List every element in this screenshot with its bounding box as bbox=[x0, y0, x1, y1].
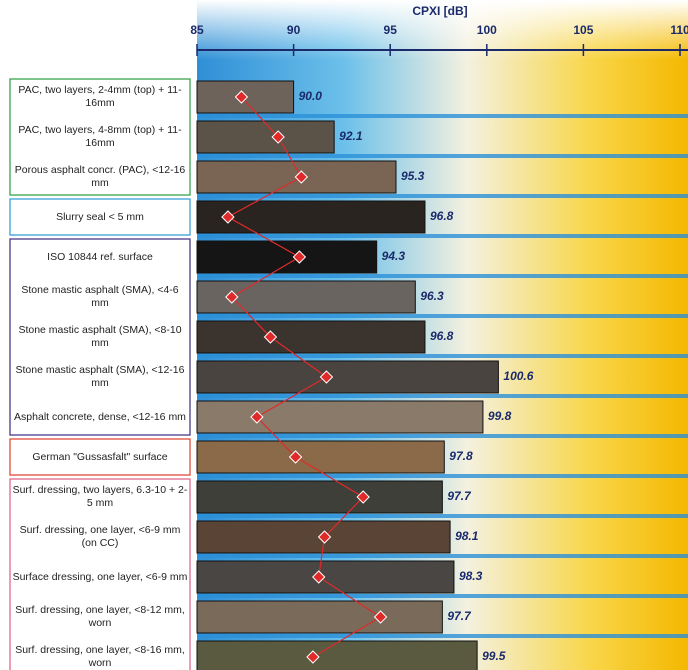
category-label-box: Surf. dressing, one layer, <8-12 mm, wor… bbox=[15, 604, 185, 629]
bar bbox=[196, 480, 443, 514]
category-label: Surf. dressing, two layers, 6.3-10 + 2-5… bbox=[12, 484, 188, 509]
value-label: 96.3 bbox=[420, 289, 444, 303]
category-label: Surf. dressing, one layer, <8-12 mm, wor… bbox=[15, 604, 185, 629]
category-label: Surface dressing, one layer, <6-9 mm bbox=[12, 570, 188, 583]
category-label: Porous asphalt concr. (PAC), <12-16 mm bbox=[14, 164, 186, 189]
bar bbox=[196, 320, 426, 354]
value-label: 100.6 bbox=[503, 369, 533, 383]
diamond-marker bbox=[263, 330, 278, 344]
diamond-marker bbox=[317, 530, 332, 544]
x-tick-label: 95 bbox=[384, 23, 398, 37]
value-label: 90.0 bbox=[299, 89, 323, 103]
x-tick-label: 85 bbox=[190, 23, 204, 37]
category-label-box: Slurry seal < 5 mm bbox=[56, 210, 144, 223]
category-label: Surf. dressing, one layer, <6-9 mm (on C… bbox=[19, 524, 181, 549]
bar bbox=[196, 240, 378, 274]
diamond-marker bbox=[225, 290, 239, 304]
diamond-marker bbox=[312, 570, 326, 584]
diamond-marker bbox=[250, 410, 264, 424]
category-label-box: Surf. dressing, one layer, <8-16 mm, wor… bbox=[15, 644, 185, 669]
value-label: 96.8 bbox=[430, 329, 454, 343]
x-tick-label: 110 bbox=[670, 23, 688, 37]
category-label: Asphalt concrete, dense, <12-16 mm bbox=[14, 410, 186, 423]
value-label: 92.1 bbox=[339, 129, 363, 143]
diamond-marker bbox=[234, 90, 249, 104]
x-axis-title: CPXI [dB] bbox=[412, 4, 467, 18]
row-strip bbox=[197, 554, 688, 558]
row-strip bbox=[197, 354, 688, 358]
diamond-marker bbox=[288, 450, 303, 464]
category-label-box: Stone mastic asphalt (SMA), <4-6 mm bbox=[21, 284, 179, 309]
x-tick-label: 105 bbox=[573, 23, 593, 37]
row-strip bbox=[197, 394, 688, 398]
value-label: 98.3 bbox=[459, 569, 483, 583]
row-strip bbox=[197, 594, 688, 598]
diamond-marker bbox=[292, 250, 307, 264]
category-label: Surf. dressing, one layer, <8-16 mm, wor… bbox=[15, 644, 185, 669]
bar bbox=[196, 360, 499, 394]
diamond-marker bbox=[319, 370, 334, 384]
group-box bbox=[9, 198, 191, 236]
value-label: 97.7 bbox=[447, 609, 472, 623]
bar bbox=[196, 640, 478, 670]
group-box bbox=[9, 78, 191, 196]
category-label: German "Gussasfalt" surface bbox=[32, 450, 168, 463]
category-label: Stone mastic asphalt (SMA), <12-16 mm bbox=[15, 364, 185, 389]
row-strip bbox=[197, 234, 688, 238]
category-label-box: Asphalt concrete, dense, <12-16 mm bbox=[14, 410, 186, 423]
diamond-marker bbox=[356, 490, 370, 504]
row-strip bbox=[197, 314, 688, 318]
bar bbox=[196, 560, 455, 594]
value-label: 99.8 bbox=[488, 409, 512, 423]
category-label-box: PAC, two layers, 2-4mm (top) + 11-16mm bbox=[18, 84, 182, 109]
category-label-box: Stone mastic asphalt (SMA), <8-10 mm bbox=[18, 324, 182, 349]
x-tick-label: 90 bbox=[287, 23, 301, 37]
row-strip bbox=[197, 194, 688, 198]
category-label: Slurry seal < 5 mm bbox=[56, 210, 144, 223]
diamond-marker bbox=[221, 210, 235, 224]
value-label: 94.3 bbox=[382, 249, 406, 263]
category-label: Stone mastic asphalt (SMA), <4-6 mm bbox=[21, 284, 179, 309]
group-box bbox=[9, 438, 191, 476]
category-label-box: Porous asphalt concr. (PAC), <12-16 mm bbox=[14, 164, 186, 189]
category-label: PAC, two layers, 4-8mm (top) + 11-16mm bbox=[18, 124, 182, 149]
category-label-box: German "Gussasfalt" surface bbox=[32, 450, 168, 463]
value-label: 98.1 bbox=[455, 529, 479, 543]
row-strip bbox=[197, 514, 688, 518]
row-strip bbox=[197, 474, 688, 478]
row-strip bbox=[197, 114, 688, 118]
category-label-box: Surf. dressing, one layer, <6-9 mm (on C… bbox=[19, 524, 181, 549]
diamond-marker bbox=[306, 650, 320, 664]
group-box bbox=[9, 238, 191, 436]
category-label: ISO 10844 ref. surface bbox=[47, 250, 153, 263]
value-label: 99.5 bbox=[482, 649, 506, 663]
category-label-box: Stone mastic asphalt (SMA), <12-16 mm bbox=[15, 364, 185, 389]
row-strip bbox=[197, 154, 688, 158]
bar bbox=[196, 440, 445, 474]
value-label: 95.3 bbox=[401, 169, 425, 183]
diamond-marker bbox=[271, 130, 285, 144]
bar bbox=[196, 120, 335, 154]
bar bbox=[196, 400, 484, 434]
diamond-marker bbox=[373, 610, 388, 624]
category-label-box: PAC, two layers, 4-8mm (top) + 11-16mm bbox=[18, 124, 182, 149]
group-box bbox=[9, 478, 191, 670]
value-label: 96.8 bbox=[430, 209, 454, 223]
bar bbox=[196, 600, 443, 634]
diamond-marker bbox=[294, 170, 309, 184]
category-label: Stone mastic asphalt (SMA), <8-10 mm bbox=[18, 324, 182, 349]
category-label: PAC, two layers, 2-4mm (top) + 11-16mm bbox=[18, 84, 182, 109]
category-label-box: Surf. dressing, two layers, 6.3-10 + 2-5… bbox=[12, 484, 188, 509]
category-label-box: ISO 10844 ref. surface bbox=[47, 250, 153, 263]
category-label-box: Surface dressing, one layer, <6-9 mm bbox=[12, 570, 188, 583]
x-tick-label: 100 bbox=[477, 23, 497, 37]
row-strip bbox=[197, 634, 688, 638]
row-strip bbox=[197, 434, 688, 438]
value-label: 97.7 bbox=[447, 489, 472, 503]
row-strip bbox=[197, 274, 688, 278]
bar bbox=[196, 200, 426, 234]
value-label: 97.8 bbox=[449, 449, 473, 463]
